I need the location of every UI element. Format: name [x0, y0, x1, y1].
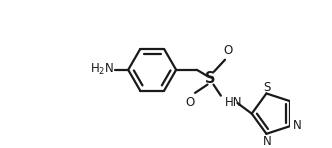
Text: O: O: [224, 44, 233, 57]
Text: S: S: [206, 71, 216, 86]
Text: H$_2$N: H$_2$N: [90, 62, 114, 77]
Text: HN: HN: [224, 96, 242, 109]
Text: O: O: [185, 96, 194, 109]
Text: N: N: [292, 119, 301, 132]
Text: N: N: [263, 135, 272, 148]
Text: S: S: [264, 81, 271, 94]
